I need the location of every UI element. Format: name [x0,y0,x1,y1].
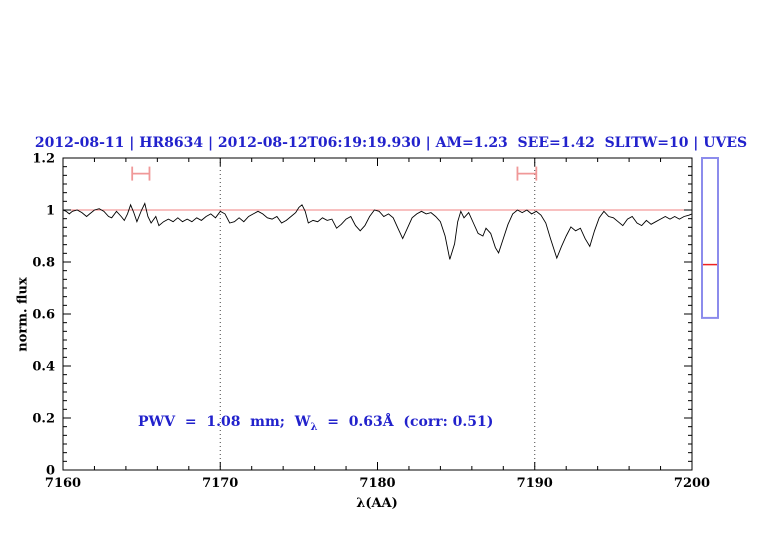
pwv-annotation-sub: λ [310,421,318,433]
y-tick-label: 0.2 [32,412,55,427]
x-tick-label: 7180 [359,476,395,491]
x-tick-label: 7170 [202,476,238,491]
y-tick-label: 0 [46,464,55,479]
y-tick-label: 0.8 [32,256,55,271]
spectrum-line [62,202,693,260]
pwv-annotation-pre: PWV = 1.08 mm; W [138,414,311,430]
y-axis-label: norm. flux [15,277,31,352]
side-scale-bar [701,157,719,319]
x-axis-label: λ(AA) [356,496,398,511]
x-tick-label: 7200 [674,476,710,491]
pwv-annotation-post: = 0.63Å (corr: 0.51) [317,414,494,430]
y-tick-label: 0.6 [32,308,55,323]
x-tick-label: 7190 [517,476,553,491]
y-tick-label: 0.4 [32,360,55,375]
pwv-annotation: PWV = 1.08 mm; Wλ = 0.63Å (corr: 0.51) [138,414,493,433]
y-tick-label: 1.2 [32,152,55,167]
plot-title: 2012-08-11 | HR8634 | 2012-08-12T06:19:1… [34,135,748,151]
x-tick-label: 7160 [45,476,81,491]
y-tick-label: 1 [46,204,55,219]
